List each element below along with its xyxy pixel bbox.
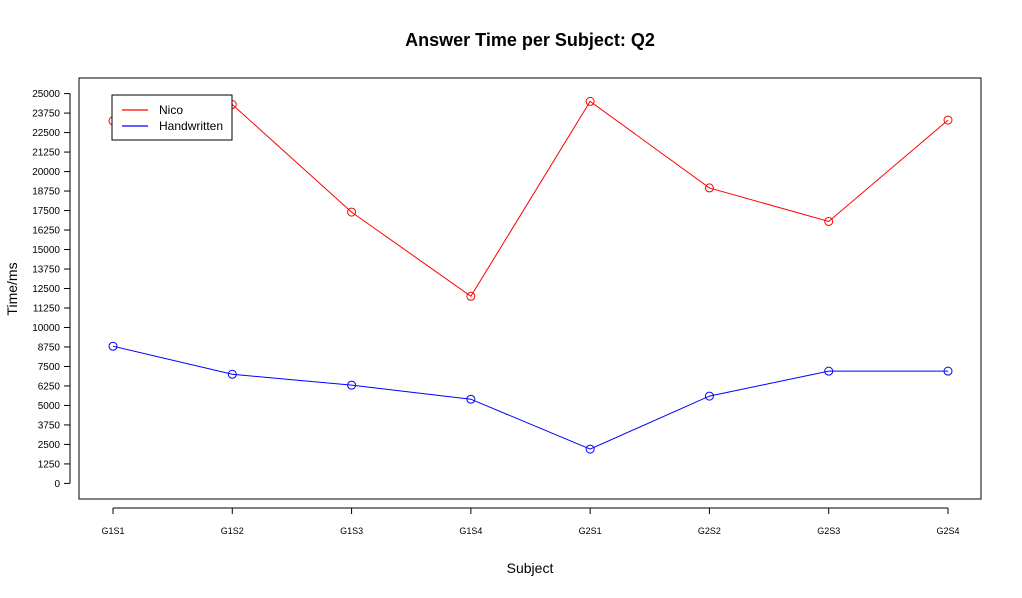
y-tick-label: 20000 [32, 167, 60, 178]
x-tick-label: G2S1 [579, 526, 602, 536]
data-point-handwritten [466, 394, 476, 404]
series-line-handwritten [112, 345, 948, 450]
y-tick-label: 25000 [32, 89, 60, 100]
y-tick-label: 1250 [38, 459, 61, 470]
y-tick-label: 15000 [32, 245, 60, 256]
data-point-handwritten [824, 366, 834, 376]
y-tick-label: 21250 [32, 148, 60, 159]
data-point-handwritten [704, 391, 714, 401]
x-tick-label: G2S4 [936, 526, 959, 536]
chart-title: Answer Time per Subject: Q2 [405, 30, 655, 50]
data-point-handwritten [227, 369, 237, 379]
data-point-nico [347, 207, 357, 217]
series-line-nico [112, 100, 949, 298]
y-tick-label: 11250 [33, 303, 61, 314]
y-tick-label: 3750 [38, 420, 61, 431]
data-point-nico [704, 183, 714, 193]
data-point-nico [466, 291, 476, 301]
y-tick-label: 23750 [32, 109, 60, 120]
legend-label: Nico [159, 103, 183, 117]
data-point-handwritten [943, 366, 953, 376]
y-axis: 0 1250 2500 3750 5000 6250 7500 8750 10000 11250 1… [32, 89, 71, 490]
y-tick-label: 22500 [32, 128, 60, 139]
data-point-nico [585, 96, 595, 106]
y-tick-label: 13750 [32, 265, 60, 276]
y-tick-label: 12500 [32, 284, 60, 295]
x-tick-label: G1S1 [101, 526, 124, 536]
y-tick-label: 8750 [38, 342, 61, 353]
x-tick-label: G1S4 [459, 526, 482, 536]
data-point-handwritten [108, 341, 118, 351]
y-tick-label: 10000 [32, 323, 60, 334]
y-tick-label: 6250 [38, 381, 61, 392]
data-point-handwritten [585, 444, 595, 454]
x-tick-label: G1S3 [340, 526, 363, 536]
y-tick-label: 7500 [38, 362, 61, 373]
y-axis-title: Time/ms [4, 262, 20, 315]
legend: Nico Handwritten [111, 94, 233, 141]
y-tick-label: 5000 [38, 401, 61, 412]
y-tick-label: 18750 [32, 187, 60, 198]
y-tick-label: 16250 [32, 226, 60, 237]
legend-label: Handwritten [159, 119, 223, 133]
x-tick-label: G2S3 [817, 526, 840, 536]
legend-box [111, 94, 233, 141]
x-axis: G1S1 G1S2 G1S3 G1S4 G2S1 G2S2 G2S3 G2S4 [101, 507, 960, 536]
data-point-nico [824, 216, 834, 226]
x-axis-title: Subject [507, 560, 554, 576]
x-tick-label: G1S2 [221, 526, 244, 536]
y-tick-label: 0 [54, 479, 60, 490]
y-tick-label: 2500 [38, 440, 61, 451]
x-tick-label: G2S2 [698, 526, 721, 536]
y-tick-label: 17500 [32, 206, 60, 217]
data-point-handwritten [347, 380, 357, 390]
series-layer [108, 96, 953, 454]
plot-area-frame [78, 77, 982, 500]
data-point-nico [943, 115, 953, 125]
